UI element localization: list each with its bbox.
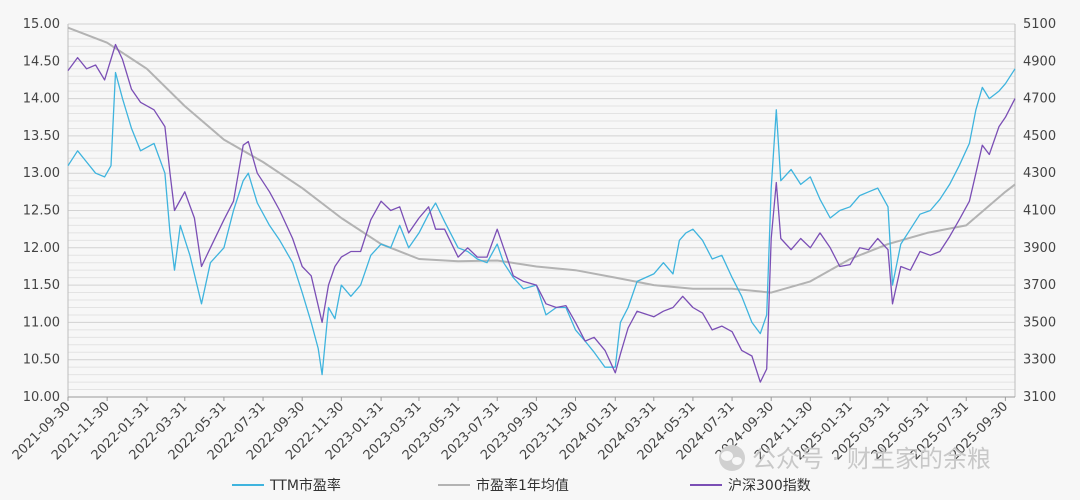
y-left-tick-label: 10.50: [23, 353, 60, 368]
y-right-tick-label: 4700: [1023, 92, 1056, 107]
y-right-tick-label: 3500: [1023, 315, 1056, 330]
y-left-tick-label: 13.00: [23, 166, 60, 181]
legend-label-0: TTM市盈率: [269, 477, 341, 494]
y-left-tick-label: 12.50: [23, 204, 60, 219]
y-right-tick-label: 3100: [1023, 390, 1056, 405]
y-left-tick-label: 11.00: [23, 315, 60, 330]
y-left-tick-label: 14.50: [23, 54, 60, 69]
wechat-icon: [719, 445, 745, 471]
watermark: 公众号 · 财主家的余粮: [719, 445, 991, 473]
y-right-tick-label: 4900: [1023, 54, 1056, 69]
series-line-1: [67, 26, 1016, 294]
y-right-tick-label: 3300: [1023, 353, 1056, 368]
y-left-tick-label: 10.00: [23, 390, 60, 405]
y-left-tick-label: 12.00: [23, 241, 60, 256]
legend: TTM市盈率 市盈率1年均值 沪深300指数: [232, 477, 811, 494]
y-right-tick-label: 3700: [1023, 278, 1056, 293]
y-left-tick-label: 15.00: [23, 17, 60, 32]
y-right-tick-label: 4100: [1023, 204, 1056, 219]
y-right-tick-label: 4300: [1023, 166, 1056, 181]
series-line-2: [67, 43, 1016, 383]
legend-label-1: 市盈率1年均值: [476, 477, 569, 494]
y-left-tick-label: 13.50: [23, 129, 60, 144]
y-right-tick-label: 5100: [1023, 17, 1056, 32]
y-left-tick-label: 14.00: [23, 92, 60, 107]
series-layer: [67, 26, 1016, 383]
legend-label-2: 沪深300指数: [728, 478, 811, 494]
watermark-text: 公众号 · 财主家的余粮: [752, 445, 991, 473]
series-line-0: [67, 68, 1016, 376]
y-right-tick-label: 3900: [1023, 241, 1056, 256]
y-left-tick-label: 11.50: [23, 278, 60, 293]
y-right-tick-label: 4500: [1023, 129, 1056, 144]
